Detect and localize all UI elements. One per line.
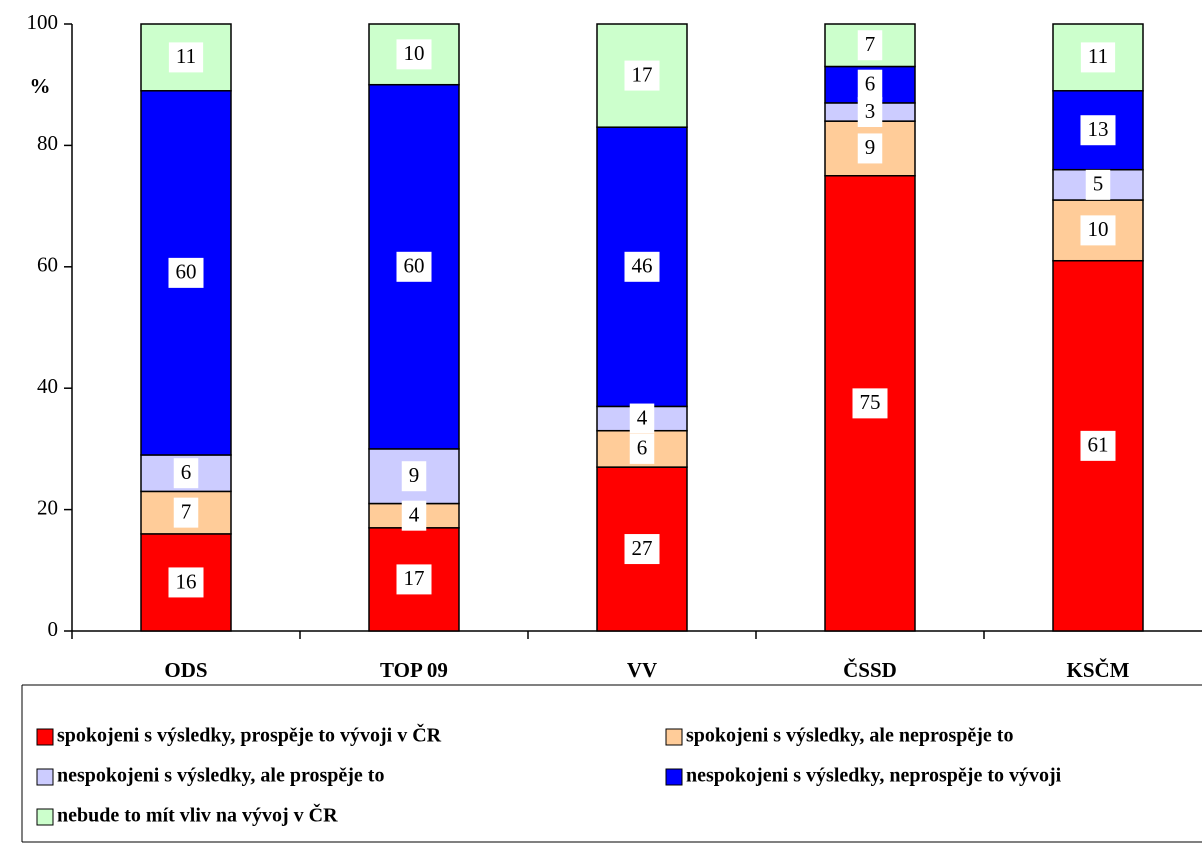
bar-segment bbox=[824, 120, 916, 177]
data-label-bg bbox=[1080, 115, 1116, 146]
legend-label: nespokojeni s výsledky, ale prospěje to bbox=[57, 765, 384, 787]
y-tick-label: 20 bbox=[37, 495, 58, 519]
data-label-bg bbox=[173, 458, 199, 489]
data-label: 27 bbox=[632, 536, 653, 560]
data-label: 60 bbox=[404, 254, 425, 278]
data-label-bg bbox=[168, 567, 204, 598]
data-label-bg bbox=[1080, 42, 1116, 73]
data-label-bg bbox=[401, 500, 427, 531]
data-label: 7 bbox=[865, 32, 876, 56]
data-label: 61 bbox=[1088, 433, 1109, 457]
data-label-bg bbox=[396, 251, 432, 282]
y-tick-label: 100 bbox=[27, 10, 59, 34]
data-label-bg bbox=[624, 60, 660, 91]
data-label-bg bbox=[629, 433, 655, 464]
data-label: 4 bbox=[637, 405, 648, 429]
x-tick-label: KSČM bbox=[1067, 658, 1130, 682]
data-label: 6 bbox=[865, 72, 876, 96]
legend-label: nespokojeni s výsledky, neprospěje to vý… bbox=[686, 765, 1062, 787]
data-label-bg bbox=[624, 534, 660, 565]
y-axis-label: % bbox=[30, 74, 51, 98]
data-label: 4 bbox=[409, 502, 420, 526]
data-label-bg bbox=[1080, 215, 1116, 246]
data-label: 11 bbox=[176, 44, 196, 68]
data-label-bg bbox=[852, 388, 888, 419]
data-label: 46 bbox=[632, 254, 653, 278]
y-tick-label: 60 bbox=[37, 253, 58, 277]
legend-swatch bbox=[36, 728, 54, 746]
legend-swatch bbox=[665, 768, 683, 786]
data-label-bg bbox=[401, 461, 427, 492]
y-tick-label: 40 bbox=[37, 374, 58, 398]
bar-segment bbox=[140, 23, 232, 92]
data-label-bg bbox=[629, 403, 655, 434]
data-label-bg bbox=[396, 39, 432, 70]
legend-swatch bbox=[36, 768, 54, 786]
data-label-bg bbox=[857, 97, 883, 128]
data-label: 10 bbox=[404, 41, 425, 65]
data-label: 9 bbox=[409, 463, 420, 487]
y-tick-label: 80 bbox=[37, 131, 58, 155]
data-label: 9 bbox=[865, 135, 876, 159]
data-label: 11 bbox=[1088, 44, 1108, 68]
legend-swatch bbox=[36, 808, 54, 826]
data-label-bg bbox=[857, 133, 883, 164]
data-label-bg bbox=[1080, 430, 1116, 461]
data-label: 3 bbox=[865, 99, 876, 123]
legend-label: spokojeni s výsledky, prospěje to vývoji… bbox=[57, 723, 442, 747]
x-tick-label: TOP 09 bbox=[380, 658, 448, 682]
data-label-bg bbox=[857, 69, 883, 100]
data-label: 75 bbox=[860, 390, 881, 414]
legend-swatch bbox=[665, 728, 683, 746]
legend-label: nebude to mít vliv na vývoj v ČR bbox=[57, 803, 338, 827]
data-label-bg bbox=[857, 30, 883, 61]
data-label-bg bbox=[1085, 169, 1111, 200]
data-label: 17 bbox=[404, 566, 425, 590]
data-label: 5 bbox=[1093, 172, 1104, 196]
data-label-bg bbox=[624, 251, 660, 282]
y-tick-label: 0 bbox=[48, 617, 59, 641]
data-label: 17 bbox=[632, 62, 653, 86]
data-label-bg bbox=[168, 257, 204, 288]
data-label: 6 bbox=[637, 436, 648, 460]
data-label-bg bbox=[168, 42, 204, 73]
x-tick-label: ČSSD bbox=[843, 658, 897, 682]
data-label: 16 bbox=[176, 569, 197, 593]
data-label: 10 bbox=[1088, 217, 1109, 241]
x-tick-label: VV bbox=[627, 658, 657, 682]
data-label: 60 bbox=[176, 260, 197, 284]
data-label-bg bbox=[396, 564, 432, 595]
data-label: 13 bbox=[1088, 117, 1109, 141]
x-tick-label: ODS bbox=[164, 658, 207, 682]
legend-label: spokojeni s výsledky, ale neprospěje to bbox=[686, 725, 1013, 747]
data-label: 7 bbox=[181, 499, 192, 523]
data-label-bg bbox=[173, 497, 199, 528]
data-label: 6 bbox=[181, 460, 192, 484]
